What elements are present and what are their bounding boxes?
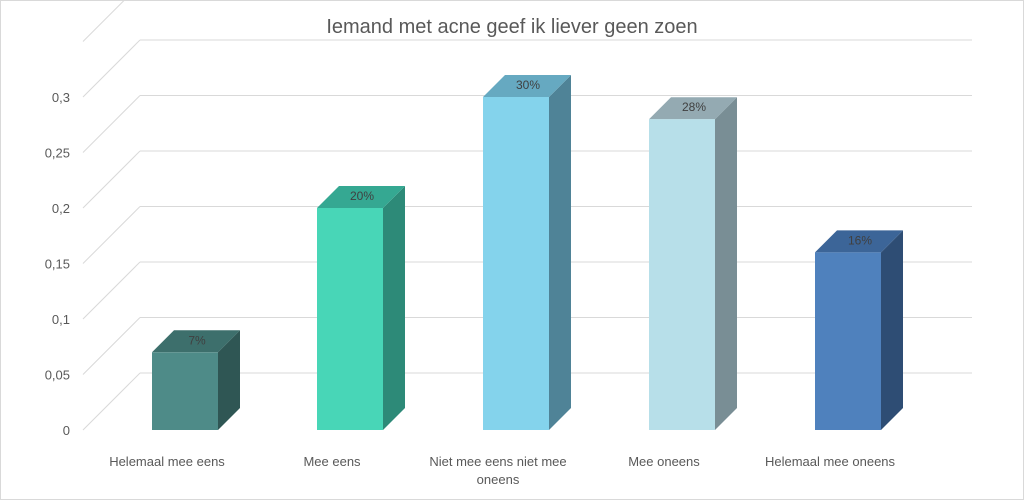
- bar-side: [881, 230, 903, 430]
- x-category-label: Niet mee eens niet mee oneens: [429, 454, 566, 487]
- data-label: 16%: [848, 233, 872, 247]
- data-label: 7%: [188, 333, 206, 347]
- gridline-diagonal: [82, 150, 141, 209]
- chart-title: Iemand met acne geef ik liever geen zoen: [326, 16, 698, 38]
- data-labels: 7% 20% 30% 28% 16%: [188, 78, 872, 347]
- x-category-label: Helemaal mee oneens: [765, 454, 896, 469]
- bar-top: [815, 230, 903, 253]
- y-axis-ticks: 0 0,05 0,1 0,15 0,2 0,25 0,3: [45, 90, 70, 438]
- bar: [317, 186, 405, 430]
- gridline-diagonal: [82, 39, 141, 98]
- bar-front: [649, 119, 715, 430]
- y-tick-label: 0,1: [52, 312, 70, 327]
- bar-front: [317, 208, 383, 430]
- gridline-diagonal: [82, 0, 126, 42]
- y-tick-label: 0,3: [52, 90, 70, 105]
- bar-top: [317, 186, 405, 208]
- y-tick-label: 0,2: [52, 201, 70, 216]
- bars: [152, 75, 903, 430]
- gridline-diagonal: [82, 95, 141, 153]
- x-category-label: Mee eens: [303, 454, 361, 469]
- bar: [649, 97, 737, 430]
- bar-side: [549, 75, 571, 430]
- bar-front: [815, 252, 881, 430]
- bar-top: [649, 97, 737, 120]
- x-category-label: Helemaal mee eens: [109, 454, 225, 469]
- bar-top: [152, 330, 240, 353]
- data-label: 20%: [350, 189, 374, 203]
- bar-side: [715, 97, 737, 430]
- data-label: 30%: [516, 78, 540, 92]
- bar-front: [483, 97, 549, 430]
- x-category-label: Mee oneens: [628, 454, 700, 469]
- data-label: 28%: [682, 100, 706, 114]
- bar-front: [152, 352, 218, 430]
- gridline-diagonal: [82, 261, 141, 320]
- bar: [483, 75, 571, 430]
- y-tick-label: 0,05: [45, 368, 70, 383]
- gridline-diagonal: [82, 206, 141, 264]
- bar-top: [483, 75, 571, 97]
- bar: [815, 230, 903, 430]
- bar-side: [383, 186, 405, 430]
- x-axis-labels: Helemaal mee eens Mee eens Niet mee eens n…: [109, 454, 895, 487]
- bar-side: [218, 330, 240, 430]
- bar: [152, 330, 240, 430]
- y-tick-label: 0: [63, 423, 70, 438]
- y-tick-label: 0,15: [45, 257, 70, 272]
- gridline-diagonal: [82, 317, 141, 375]
- gridline-diagonal: [82, 372, 141, 431]
- y-tick-label: 0,25: [45, 146, 70, 161]
